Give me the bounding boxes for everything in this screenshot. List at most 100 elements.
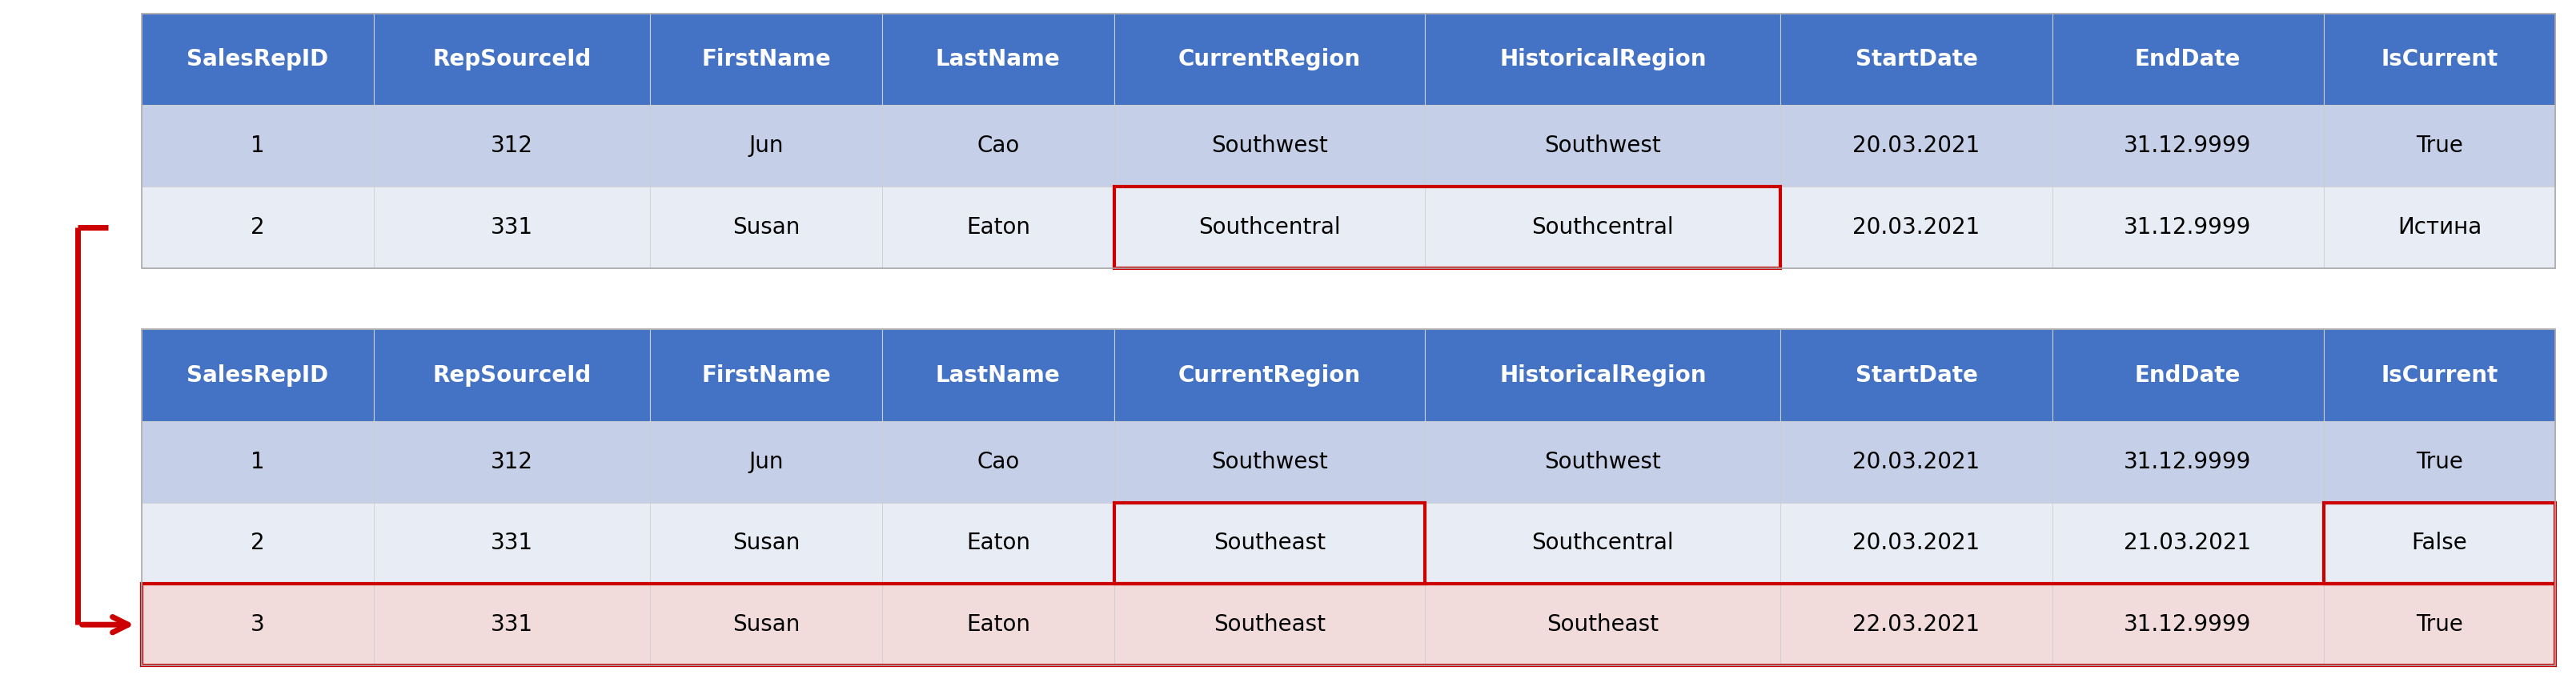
Bar	[649, 421, 881, 502]
Bar	[2324, 187, 2555, 268]
Text: IsCurrent: IsCurrent	[2380, 48, 2499, 71]
Bar	[1425, 584, 1780, 665]
Text: 31.12.9999: 31.12.9999	[2125, 216, 2251, 239]
Text: Southwest: Southwest	[1211, 134, 1327, 158]
Text: Cao: Cao	[976, 450, 1020, 473]
Text: CurrentRegion: CurrentRegion	[1177, 364, 1360, 386]
Bar	[142, 584, 374, 665]
Bar	[2324, 329, 2555, 421]
Bar	[2053, 105, 2324, 187]
Bar	[2053, 502, 2324, 584]
Bar	[2324, 502, 2555, 584]
Bar	[881, 14, 1113, 105]
Bar	[1425, 329, 1780, 421]
Text: 20.03.2021: 20.03.2021	[1852, 532, 1981, 555]
Bar	[649, 329, 881, 421]
Bar	[1113, 105, 1425, 187]
Text: Southcentral: Southcentral	[1198, 216, 1340, 239]
Bar	[1425, 421, 1780, 502]
Bar	[1113, 584, 1425, 665]
Bar	[1113, 421, 1425, 502]
Text: 3: 3	[250, 613, 265, 636]
Bar	[2053, 187, 2324, 268]
Bar	[649, 584, 881, 665]
Text: Jun: Jun	[750, 450, 783, 473]
Text: 2: 2	[250, 532, 265, 555]
Text: 20.03.2021: 20.03.2021	[1852, 450, 1981, 473]
Bar	[881, 105, 1113, 187]
Bar	[142, 14, 374, 105]
Text: 331: 331	[489, 613, 533, 636]
Text: LastName: LastName	[935, 364, 1061, 386]
Text: RepSourceId: RepSourceId	[433, 48, 592, 71]
Bar	[881, 329, 1113, 421]
Bar	[881, 421, 1113, 502]
Text: Southeast: Southeast	[1546, 613, 1659, 636]
Bar	[2053, 584, 2324, 665]
Text: 1: 1	[250, 450, 265, 473]
Text: 31.12.9999: 31.12.9999	[2125, 613, 2251, 636]
Text: Southwest: Southwest	[1546, 134, 1662, 158]
Bar	[374, 421, 649, 502]
Bar	[1425, 502, 1780, 584]
Text: False: False	[2411, 532, 2468, 555]
Text: Susan: Susan	[732, 613, 801, 636]
Bar	[142, 105, 374, 187]
Bar	[649, 14, 881, 105]
Bar	[1425, 187, 1780, 268]
Text: 21.03.2021: 21.03.2021	[2125, 532, 2251, 555]
Bar	[1780, 187, 2053, 268]
Text: 312: 312	[489, 134, 533, 158]
Bar	[1780, 502, 2053, 584]
Text: 331: 331	[489, 216, 533, 239]
Bar	[881, 584, 1113, 665]
Text: RepSourceId: RepSourceId	[433, 364, 592, 386]
Text: Southcentral: Southcentral	[1533, 216, 1674, 239]
Text: EndDate: EndDate	[2136, 364, 2241, 386]
Text: 331: 331	[489, 532, 533, 555]
Bar	[374, 105, 649, 187]
Text: True: True	[2416, 450, 2463, 473]
Text: 312: 312	[489, 450, 533, 473]
Text: CurrentRegion: CurrentRegion	[1177, 48, 1360, 71]
Text: 22.03.2021: 22.03.2021	[1852, 613, 1981, 636]
Bar	[649, 105, 881, 187]
Text: True: True	[2416, 613, 2463, 636]
Text: Cao: Cao	[976, 134, 1020, 158]
Text: SalesRepID: SalesRepID	[185, 364, 330, 386]
Bar	[2053, 14, 2324, 105]
Text: Eaton: Eaton	[966, 216, 1030, 239]
Bar	[142, 502, 374, 584]
Bar	[1780, 105, 2053, 187]
Text: Jun: Jun	[750, 134, 783, 158]
Bar	[1425, 14, 1780, 105]
Bar	[142, 329, 374, 421]
Bar	[649, 502, 881, 584]
Bar	[2324, 14, 2555, 105]
Bar	[881, 187, 1113, 268]
Bar	[2324, 584, 2555, 665]
Text: LastName: LastName	[935, 48, 1061, 71]
Bar	[1780, 584, 2053, 665]
Text: Southwest: Southwest	[1211, 450, 1327, 473]
Text: Southcentral: Southcentral	[1533, 532, 1674, 555]
Bar	[2324, 105, 2555, 187]
Bar	[2324, 421, 2555, 502]
Bar	[1113, 329, 1425, 421]
Bar	[374, 187, 649, 268]
Bar	[1780, 329, 2053, 421]
Bar	[374, 584, 649, 665]
Bar	[1780, 14, 2053, 105]
Bar	[374, 329, 649, 421]
Bar	[142, 421, 374, 502]
Bar	[1113, 187, 1780, 268]
Bar	[142, 584, 2555, 665]
Bar	[649, 187, 881, 268]
Text: StartDate: StartDate	[1855, 364, 1978, 386]
Bar	[1113, 502, 1425, 584]
Bar	[374, 502, 649, 584]
Bar	[1113, 187, 1425, 268]
Text: Eaton: Eaton	[966, 613, 1030, 636]
Bar	[881, 502, 1113, 584]
Bar	[1113, 502, 1425, 584]
